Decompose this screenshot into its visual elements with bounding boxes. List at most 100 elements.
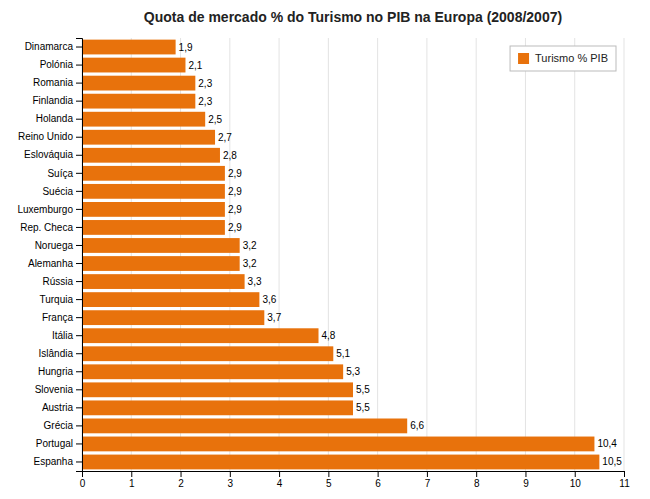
y-tick-mark: [76, 137, 82, 138]
grid: [82, 38, 624, 471]
x-tick-mark: [476, 471, 477, 477]
y-tick: Austria: [42, 402, 82, 413]
grid-line: [426, 38, 427, 471]
data-label: 2,7: [218, 132, 232, 143]
axis-domain: [76, 39, 83, 472]
title: Quota de mercado % do Turismo no PIB na …: [144, 9, 562, 25]
bar: [82, 76, 195, 91]
x-tick: 5: [326, 471, 332, 489]
x-tick-label: 1: [129, 478, 135, 489]
data-labels: 10,510,46,65,55,55,35,14,83,73,63,33,23,…: [179, 42, 623, 468]
x-tick: 11: [619, 471, 630, 489]
data-label: 2,8: [223, 150, 237, 161]
x-tick-label: 4: [277, 478, 283, 489]
legend-swatch: [518, 53, 529, 64]
y-tick: Dinamarca: [25, 41, 82, 52]
y-tick: França: [42, 312, 82, 323]
y-tick-label: Turquia: [39, 294, 73, 305]
y-tick-label: Espanha: [34, 456, 74, 467]
bar: [82, 220, 225, 235]
y-tick-label: Reino Unido: [18, 131, 73, 142]
x-tick-label: 7: [425, 478, 431, 489]
y-tick: Finlandia: [32, 95, 82, 106]
bar: [82, 382, 353, 397]
y-tick-label: Romania: [33, 77, 73, 88]
plot: 10,510,46,65,55,55,35,14,83,73,63,33,23,…: [17, 38, 630, 489]
bar: [82, 202, 225, 217]
data-label: 2,5: [208, 114, 222, 125]
x-tick-label: 6: [375, 478, 381, 489]
y-tick: Slovenia: [35, 384, 82, 395]
data-label: 4,8: [322, 330, 336, 341]
grid-line: [624, 38, 625, 471]
legend: Turismo % PIB: [510, 46, 616, 71]
bar: [82, 148, 220, 163]
y-tick-mark: [76, 371, 82, 372]
x-tick: 0: [80, 471, 86, 489]
y-tick-mark: [76, 101, 82, 102]
y-tick: Grécia: [44, 420, 82, 431]
x-tick: 8: [474, 471, 480, 489]
y-tick: Rússia: [42, 276, 82, 287]
y-tick-mark: [76, 209, 82, 210]
y-tick-mark: [76, 173, 82, 174]
x-tick-mark: [575, 471, 576, 477]
data-label: 3,3: [248, 276, 262, 287]
data-label: 10,5: [602, 456, 622, 467]
y-tick: Espanha: [34, 456, 82, 467]
y-tick-label: Luxemburgo: [17, 204, 73, 215]
y-axis: Espanha Portugal Grécia Austria Slovenia Hung…: [17, 39, 82, 472]
y-tick: Reino Unido: [18, 131, 82, 142]
bar: [82, 256, 240, 271]
x-tick-label: 9: [523, 478, 529, 489]
bar: [82, 184, 225, 199]
y-tick: Turquia: [39, 294, 82, 305]
y-tick: Romania: [33, 77, 82, 88]
x-tick: 1: [129, 471, 135, 489]
bar: [82, 166, 225, 181]
bar: [82, 455, 599, 470]
data-label: 5,5: [356, 384, 370, 395]
y-tick-mark: [76, 83, 82, 84]
y-tick-label: França: [42, 312, 74, 323]
x-tick-label: 0: [80, 478, 86, 489]
y-tick-mark: [76, 155, 82, 156]
y-tick-mark: [76, 245, 82, 246]
bar: [82, 94, 195, 109]
y-tick-mark: [76, 461, 82, 462]
y-tick-label: Rússia: [42, 276, 73, 287]
y-tick-mark: [76, 335, 82, 336]
x-axis: 01234567891011: [80, 471, 630, 489]
data-label: 3,2: [243, 258, 257, 269]
x-tick: 10: [570, 471, 582, 489]
y-tick-label: Austria: [42, 402, 74, 413]
x-tick-mark: [279, 471, 280, 477]
y-tick-mark: [76, 443, 82, 444]
legend-label: Turismo % PIB: [535, 52, 608, 64]
data-label: 2,1: [188, 60, 202, 71]
y-tick-label: Hungria: [38, 366, 73, 377]
x-tick-label: 2: [178, 478, 184, 489]
data-label: 3,7: [267, 312, 281, 323]
y-tick-mark: [76, 353, 82, 354]
y-tick: Islândia: [39, 348, 82, 359]
y-tick-label: Alemanha: [28, 258, 73, 269]
y-tick: Holanda: [36, 113, 82, 124]
data-label: 5,3: [346, 366, 360, 377]
y-tick-mark: [76, 65, 82, 66]
bar: [82, 437, 594, 452]
y-tick-mark: [76, 119, 82, 120]
data-label: 2,9: [228, 186, 242, 197]
y-tick-mark: [76, 191, 82, 192]
y-tick: Noruega: [35, 240, 82, 251]
x-tick: 6: [375, 471, 381, 489]
y-tick-mark: [76, 317, 82, 318]
axis-domain: [83, 472, 625, 478]
data-label: 2,9: [228, 204, 242, 215]
y-tick: Hungria: [38, 366, 82, 377]
y-tick-label: Itália: [52, 330, 74, 341]
bar: [82, 292, 259, 307]
y-tick: Portugal: [36, 438, 82, 449]
bar: [82, 328, 319, 343]
y-tick-label: Rep. Checa: [20, 222, 73, 233]
